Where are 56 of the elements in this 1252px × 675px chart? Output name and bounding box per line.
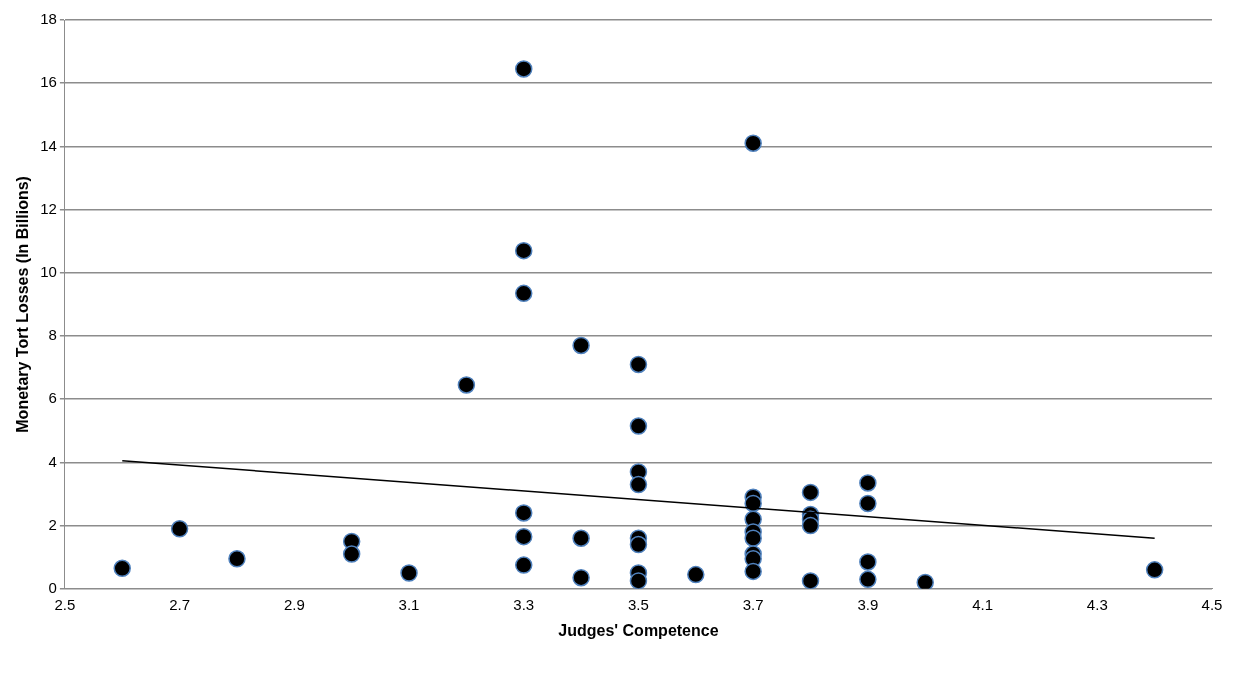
y-tick-label: 6 xyxy=(48,389,57,407)
point xyxy=(170,520,189,538)
point xyxy=(228,550,246,568)
point xyxy=(859,553,877,571)
x-tick-label: 3.3 xyxy=(513,595,535,613)
y-tick-label: 0 xyxy=(48,578,57,596)
point xyxy=(859,570,877,589)
x-tick-label: 3.5 xyxy=(628,595,649,613)
point xyxy=(514,556,533,574)
y-tick-label: 10 xyxy=(40,262,57,280)
point xyxy=(514,241,533,260)
y-tick-label: 8 xyxy=(48,326,57,344)
y-tick-label: 12 xyxy=(40,199,57,217)
x-tick-label: 3.9 xyxy=(857,595,879,613)
y-tick-label: 14 xyxy=(40,136,57,154)
point xyxy=(859,474,877,492)
point xyxy=(629,355,648,374)
point xyxy=(801,516,820,535)
point xyxy=(916,573,934,589)
y-tick-label: 18 xyxy=(40,10,57,28)
point xyxy=(744,562,762,581)
point xyxy=(744,529,762,547)
point xyxy=(687,565,705,584)
point xyxy=(572,336,590,355)
point xyxy=(629,535,648,554)
point xyxy=(629,475,648,494)
point xyxy=(1145,561,1164,579)
point xyxy=(572,568,590,587)
y-axis-title: Monetary Tort Losses (In Billions) xyxy=(14,176,32,433)
point xyxy=(801,572,820,589)
y-tick-label: 4 xyxy=(48,452,57,470)
point xyxy=(572,529,590,547)
x-tick-label: 3.1 xyxy=(398,595,420,613)
y-tick-label: 2 xyxy=(48,515,57,533)
point xyxy=(342,545,361,563)
x-tick-label: 2.5 xyxy=(54,595,76,613)
point xyxy=(629,572,648,589)
x-tick-label: 2.9 xyxy=(283,595,305,613)
point xyxy=(400,564,418,582)
y-tick-label: 16 xyxy=(40,73,57,91)
point xyxy=(744,134,762,152)
x-tick-label: 4.3 xyxy=(1086,595,1108,613)
point xyxy=(801,483,820,502)
point xyxy=(629,417,648,435)
x-axis-title: Judges' Competence xyxy=(558,621,719,639)
point xyxy=(457,376,476,394)
point xyxy=(514,504,533,522)
point xyxy=(859,494,877,513)
point xyxy=(514,60,533,78)
point xyxy=(113,559,131,578)
x-tick-label: 4.5 xyxy=(1201,595,1223,613)
x-tick-label: 4.1 xyxy=(972,595,994,613)
x-tick-label: 3.7 xyxy=(742,595,764,613)
point xyxy=(514,284,533,303)
x-tick-label: 2.7 xyxy=(169,595,191,613)
point xyxy=(514,527,533,546)
